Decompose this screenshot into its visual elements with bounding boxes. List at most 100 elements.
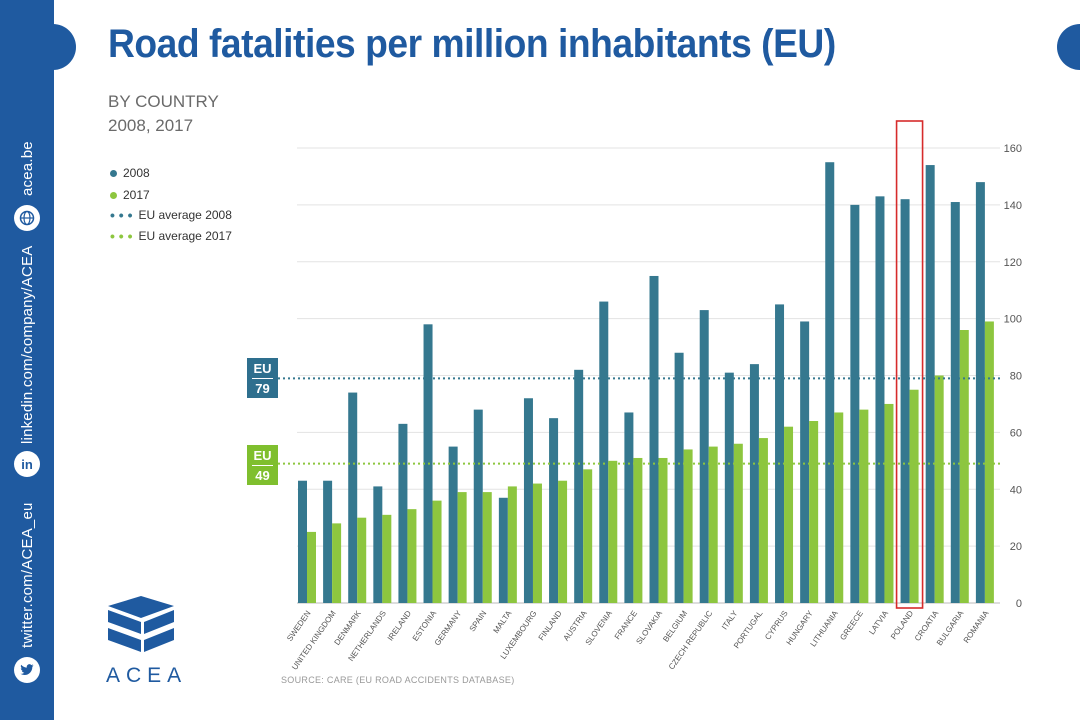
y-tick-label: 80 — [1010, 371, 1022, 383]
bar-2017 — [809, 421, 819, 603]
bar-2017 — [658, 457, 668, 603]
bar-2017 — [859, 409, 869, 603]
bar-2017 — [583, 469, 593, 603]
bar-2017 — [457, 492, 467, 603]
eu-average-2017-badge-value: 49 — [255, 468, 270, 483]
decorative-circle-right — [1057, 24, 1080, 70]
bar-2008 — [298, 480, 307, 603]
bar-2008 — [724, 372, 734, 603]
bar-2017 — [959, 330, 969, 603]
bar-2008 — [800, 321, 810, 603]
legend-avg-2017: • • • EU average 2017 — [110, 229, 232, 243]
eu-average-2017-badge-label: EU — [253, 448, 272, 463]
globe-icon[interactable] — [14, 205, 40, 231]
chart-title: Road fatalities per million inhabitants … — [108, 22, 836, 66]
legend-2008: 2008 — [110, 166, 150, 180]
y-tick-label: 40 — [1010, 484, 1022, 496]
bar-2017 — [382, 514, 392, 603]
chart-subtitle-years: 2008, 2017 — [108, 116, 194, 135]
bar-2017 — [482, 492, 492, 603]
x-tick-label: MALTA — [492, 608, 514, 635]
y-tick-label: 0 — [1016, 598, 1022, 610]
legend-avg-2008-label: EU average 2008 — [138, 208, 232, 222]
x-tick-label: GREECE — [838, 609, 865, 642]
bar-2008 — [975, 182, 985, 603]
bar-2008 — [749, 364, 759, 603]
bar-2008 — [523, 398, 533, 603]
bar-2017 — [407, 509, 417, 603]
bar-2017 — [558, 480, 568, 603]
x-tick-label: POLAND — [889, 609, 915, 641]
legend-2017: 2017 — [110, 188, 150, 202]
linkedin-icon[interactable]: in — [14, 451, 40, 477]
bar-2017 — [608, 460, 618, 603]
bar-2017 — [683, 449, 693, 603]
highlight-box — [895, 120, 924, 609]
legend-avg-2008-swatch: • • • — [110, 207, 133, 223]
acea-logo-text: ACEA — [106, 664, 188, 687]
x-tick-label: CROATIA — [913, 608, 941, 642]
bar-2008 — [398, 423, 408, 603]
acea-logo-mark — [108, 596, 174, 652]
bar-2017 — [432, 500, 442, 603]
x-tick-label: FINLAND — [537, 609, 564, 642]
bar-2008 — [599, 301, 609, 603]
bar-2008 — [699, 310, 709, 603]
bar-2017 — [307, 531, 316, 603]
x-tick-label: ESTONIA — [411, 608, 439, 642]
bar-2008 — [850, 204, 860, 603]
bar-2017 — [884, 403, 894, 603]
x-tick-label: SWEDEN — [285, 609, 313, 643]
bar-2008 — [649, 275, 659, 603]
bar-2008 — [825, 162, 835, 603]
bar-2008 — [875, 196, 885, 603]
chart-subtitle-country: BY COUNTRY — [108, 92, 219, 111]
bar-2008 — [674, 352, 684, 603]
legend-2008-swatch — [110, 169, 117, 177]
bar-2017 — [332, 523, 342, 603]
eu-average-2008-badge: EU 79 — [247, 358, 278, 398]
bar-2008 — [348, 392, 358, 603]
x-tick-label: IRELAND — [386, 609, 413, 643]
bar-2008 — [574, 369, 584, 603]
legend-avg-2008: • • • EU average 2008 — [110, 208, 232, 222]
bar-2017 — [784, 426, 794, 603]
bar-2017 — [357, 517, 367, 603]
y-tick-label: 160 — [1004, 143, 1022, 155]
bar-2017 — [633, 457, 643, 603]
x-tick-label: ITALY — [720, 608, 740, 631]
x-tick-label: AUSTRIA — [562, 608, 590, 642]
x-tick-label: LATVIA — [867, 608, 890, 636]
source-note: SOURCE: CARE (EU ROAD ACCIDENTS DATABASE… — [281, 675, 515, 685]
bar-2017 — [934, 375, 944, 603]
bar-2008 — [448, 446, 458, 603]
bar-2017 — [733, 443, 743, 603]
legend-2017-swatch — [110, 191, 117, 199]
x-tick-label: FRANCE — [613, 609, 639, 641]
y-tick-label: 140 — [1004, 200, 1022, 212]
x-tick-label: SPAIN — [468, 609, 489, 634]
bar-2017 — [507, 486, 517, 603]
twitter-icon[interactable] — [14, 657, 40, 683]
legend-2008-label: 2008 — [123, 166, 150, 180]
bar-2017 — [532, 483, 542, 603]
bar-2017 — [834, 412, 844, 603]
x-tick-label: CYPRUS — [763, 609, 789, 641]
bar-2008 — [498, 497, 508, 603]
bar-2008 — [624, 412, 634, 603]
y-tick-label: 120 — [1004, 257, 1022, 269]
eu-average-2008-badge-value: 79 — [255, 381, 270, 396]
y-tick-label: 60 — [1010, 427, 1022, 439]
x-tick-label: ROMANIA — [962, 608, 991, 644]
bar-2017 — [708, 446, 718, 603]
y-tick-label: 20 — [1010, 541, 1022, 553]
eu-average-2017-badge: EU 49 — [247, 445, 278, 485]
bar-2008 — [323, 480, 333, 603]
x-tick-label: CZECH REPUBLIC — [667, 609, 715, 672]
x-tick-label: UNITED KINGDOM — [290, 609, 338, 672]
social-sidebar: acea.be linkedin.com/company/ACEA in twi… — [0, 0, 54, 720]
bar-2017 — [984, 321, 994, 603]
bar-2008 — [950, 202, 960, 603]
bar-2008 — [925, 165, 935, 603]
